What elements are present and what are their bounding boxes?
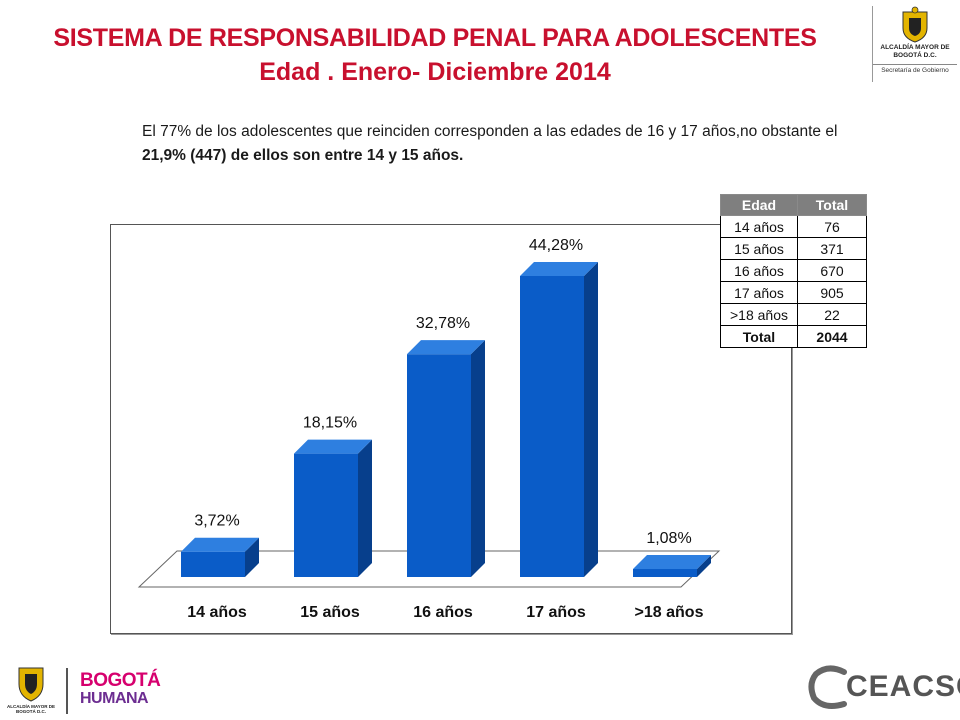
bar bbox=[294, 453, 358, 577]
bar-group bbox=[181, 537, 259, 577]
bar-top bbox=[407, 340, 485, 355]
table-cell-edad: 14 años bbox=[720, 215, 798, 238]
ceacsc-c-icon bbox=[808, 665, 847, 709]
table-cell-total: 76 bbox=[797, 215, 867, 238]
description-bold: 21,9% (447) de ellos son entre 14 y 15 a… bbox=[142, 147, 464, 164]
category-label: 16 años bbox=[413, 604, 473, 621]
chart-title: SISTEMA DE RESPONSABILIDAD PENAL PARA AD… bbox=[53, 24, 817, 52]
table-cell-total: 2044 bbox=[797, 325, 867, 348]
category-label: 15 años bbox=[300, 604, 360, 621]
humana-text: HUMANA bbox=[80, 690, 149, 707]
table-header-total: Total bbox=[797, 194, 867, 216]
table-cell-edad: 16 años bbox=[720, 259, 798, 282]
data-label: 44,28% bbox=[529, 237, 583, 254]
chart-subtitle: Edad . Enero- Diciembre 2014 bbox=[259, 58, 611, 86]
table-cell-total: 22 bbox=[797, 303, 867, 326]
bar bbox=[520, 276, 584, 577]
age-table: Edad Total 14 años 76 15 años 371 16 año… bbox=[720, 194, 867, 348]
bogota-text: BOGOTÁ bbox=[80, 670, 161, 691]
logo-divider bbox=[66, 668, 68, 714]
bar bbox=[181, 551, 245, 577]
bar bbox=[633, 569, 697, 577]
table-row: 15 años 371 bbox=[720, 237, 867, 260]
bar-side bbox=[358, 439, 372, 577]
table-cell-edad: >18 años bbox=[720, 303, 798, 326]
bar-side bbox=[697, 555, 711, 577]
data-label: 1,08% bbox=[646, 530, 691, 547]
bar bbox=[407, 354, 471, 577]
data-label: 18,15% bbox=[303, 415, 357, 432]
bar-top bbox=[181, 537, 259, 552]
secretaria-text: Secretaría de Gobierno bbox=[873, 64, 957, 74]
coat-of-arms-icon bbox=[902, 6, 928, 43]
table-cell-edad: 15 años bbox=[720, 237, 798, 260]
bar-side bbox=[584, 262, 598, 577]
bar-group bbox=[520, 262, 598, 577]
alcaldia-logo: ALCALDÍA MAYOR DE BOGOTÁ D.C. Secretaría… bbox=[872, 6, 957, 82]
ceacsc-logo: CEACSC bbox=[806, 660, 960, 716]
table-cell-edad: 17 años bbox=[720, 281, 798, 304]
table-cell-total: 905 bbox=[797, 281, 867, 304]
category-label: 14 años bbox=[187, 604, 247, 621]
data-label: 3,72% bbox=[194, 513, 239, 530]
ceacsc-text: CEACSC bbox=[846, 670, 960, 703]
category-label: >18 años bbox=[635, 604, 704, 621]
bar-group bbox=[294, 439, 372, 577]
table-cell-total: 371 bbox=[797, 237, 867, 260]
bar-group bbox=[633, 555, 711, 577]
category-label: 17 años bbox=[526, 604, 586, 621]
data-label: 32,78% bbox=[416, 315, 470, 332]
table-row: >18 años 22 bbox=[720, 303, 867, 326]
bar-side bbox=[471, 340, 485, 577]
table-header-edad: Edad bbox=[720, 194, 798, 216]
bar-group bbox=[407, 340, 485, 577]
table-cell-edad: Total bbox=[720, 325, 798, 348]
chart-frame: 3,72% 14 años 18,15% 15 años 32,78% 16 años 44… bbox=[110, 224, 792, 634]
table-row-total: Total 2044 bbox=[720, 325, 867, 348]
bar-chart: 3,72% 14 años 18,15% 15 años 32,78% 16 años 44… bbox=[137, 237, 721, 621]
table-cell-total: 670 bbox=[797, 259, 867, 282]
bar-top bbox=[520, 262, 598, 276]
table-row: 14 años 76 bbox=[720, 215, 867, 238]
description-text: El 77% de los adolescentes que reinciden… bbox=[142, 123, 838, 140]
bar-top bbox=[294, 439, 372, 454]
table-row: 16 años 670 bbox=[720, 259, 867, 282]
description: El 77% de los adolescentes que reinciden… bbox=[142, 120, 942, 168]
bar-top bbox=[633, 555, 711, 569]
alcaldia-logo-text: ALCALDÍA MAYOR DE BOGOTÁ D.C. bbox=[880, 44, 950, 59]
alcaldia-small-text: ALCALDÍA MAYOR DE BOGOTÁ D.C. bbox=[7, 704, 55, 714]
bogota-humana-logo: ALCALDÍA MAYOR DE BOGOTÁ D.C. BOGOTÁ HUM… bbox=[6, 664, 161, 718]
table-row: 17 años 905 bbox=[720, 281, 867, 304]
bar-side bbox=[245, 537, 259, 577]
coat-of-arms-icon bbox=[18, 667, 44, 702]
